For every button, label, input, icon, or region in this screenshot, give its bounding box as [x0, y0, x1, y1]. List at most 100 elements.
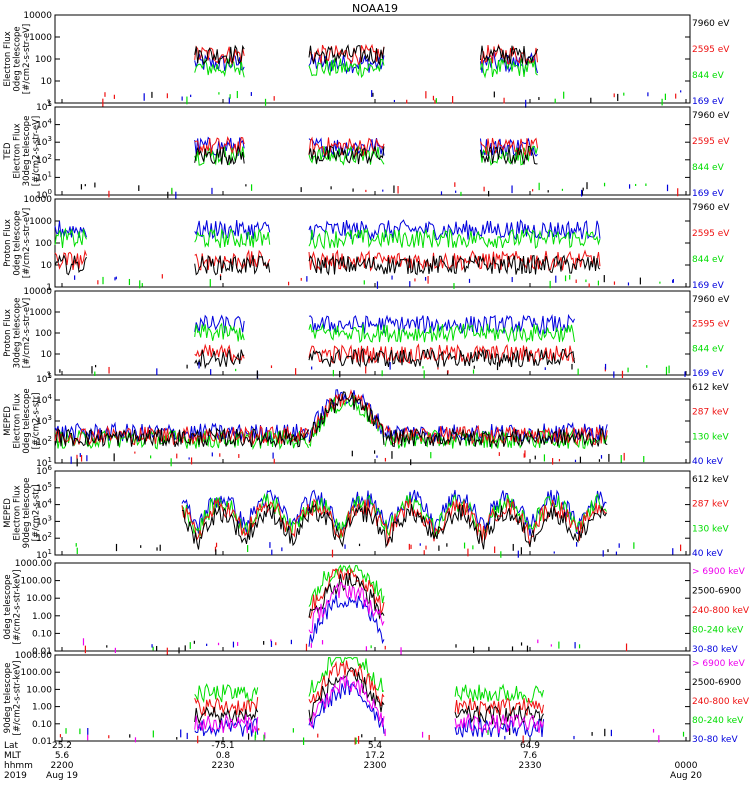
y-axis-label: MEPEDElectron Flux0deg telescope[#/cm2-s… [3, 388, 42, 453]
x-axis-row-label: MLT [4, 751, 22, 761]
data-dot [522, 735, 524, 743]
data-dot [94, 364, 97, 368]
legend-entry: 240-800 keV [692, 606, 750, 616]
data-dot [214, 546, 217, 552]
data-dot [493, 91, 495, 98]
y-axis-label-line: Proton Flux [3, 309, 13, 357]
y-axis-label: Proton Flux30deg telescope[#/cm2-s-str-e… [3, 298, 32, 369]
data-dot [198, 362, 200, 369]
data-dot [128, 278, 131, 286]
data-dot [295, 368, 297, 376]
data-dot [503, 97, 505, 104]
data-dot [675, 93, 677, 99]
x-axis-tick-label: 0000 [675, 761, 698, 771]
legend-entry: 287 keV [692, 408, 729, 418]
data-dot [150, 455, 152, 459]
data-dot [140, 545, 142, 548]
data-dot [79, 453, 81, 457]
data-dot [175, 191, 177, 199]
data-dot [410, 459, 412, 466]
data-dot [166, 647, 168, 655]
data-dot [558, 641, 560, 649]
data-dot [526, 645, 529, 652]
data-dot [668, 365, 670, 374]
series-trace [194, 322, 575, 344]
data-dot [236, 90, 238, 99]
y-tick-label: 100.00 [21, 668, 53, 678]
data-dot [633, 542, 635, 549]
data-dot [190, 94, 192, 98]
data-dot [552, 458, 554, 465]
data-dot [682, 731, 685, 737]
data-dot [421, 731, 424, 738]
data-dot [70, 456, 72, 464]
data-dot [113, 94, 115, 99]
y-tick-label: 0.01 [32, 647, 52, 657]
y-tick-label: 1000 [29, 33, 52, 43]
data-dot [437, 367, 439, 370]
data-dot [264, 98, 267, 106]
data-dot [269, 542, 271, 548]
data-dot [152, 730, 154, 738]
x-axis-tick-label: 17.2 [365, 751, 385, 761]
y-axis-label-line: [#/cm2-s-str-keV] [13, 661, 23, 736]
data-dot [677, 188, 679, 197]
data-dot [176, 737, 178, 740]
data-dot [384, 645, 386, 650]
y-tick-label: 1 [46, 283, 52, 293]
data-dot [473, 365, 475, 369]
y-tick-label: 10 [41, 261, 53, 271]
data-dot [232, 641, 235, 648]
y-tick-label: 100 [35, 239, 52, 249]
data-dot [553, 551, 555, 554]
data-dot [561, 188, 564, 191]
legend-entry: 2595 eV [692, 137, 730, 147]
legend-entry: 7960 eV [692, 203, 730, 213]
series-trace [194, 56, 538, 79]
y-tick-label: 105 [36, 100, 52, 113]
data-dot [178, 647, 180, 654]
data-dot [511, 185, 513, 194]
legend-entry: 844 eV [692, 163, 725, 173]
data-dot [197, 735, 199, 744]
data-dot [447, 370, 449, 374]
y-axis-label-line: 0deg telescope [22, 388, 32, 453]
data-dot [613, 371, 615, 378]
data-dot [87, 734, 89, 741]
data-dot [247, 545, 249, 553]
legend-entry: 844 eV [692, 71, 725, 81]
legend-entry: 169 eV [692, 369, 725, 379]
data-dot [549, 280, 551, 289]
legend-entry: 7960 eV [692, 111, 730, 121]
data-dot [152, 646, 154, 651]
series-trace [54, 249, 601, 272]
data-dot [190, 457, 193, 465]
data-dot [604, 728, 606, 737]
legend-entry: 2595 eV [692, 320, 730, 330]
data-dot [166, 93, 168, 99]
data-dot [600, 455, 603, 459]
data-dot [94, 371, 96, 376]
data-dot [645, 183, 647, 187]
panel-7: 1000.00 100.00 10.00 1.00 0.10 0.01 0deg teles… [3, 559, 750, 657]
data-dot [582, 187, 584, 191]
data-dot [569, 274, 571, 280]
y-tick-exponent: 1 [48, 548, 52, 556]
data-dot [211, 187, 213, 195]
data-dot [273, 458, 275, 464]
data-dot [209, 279, 211, 287]
data-dot [156, 547, 158, 551]
legend-entry: 80-240 keV [692, 626, 744, 636]
data-dot [108, 366, 110, 374]
data-dot [215, 549, 217, 555]
data-dot [115, 543, 118, 552]
data-dot [509, 728, 511, 735]
data-dot [156, 368, 158, 376]
data-dot [384, 457, 387, 462]
legend-entry: 844 eV [692, 344, 725, 354]
data-dot [408, 543, 410, 550]
data-dot [167, 191, 169, 199]
data-dot [365, 646, 367, 651]
data-dot [84, 184, 86, 187]
